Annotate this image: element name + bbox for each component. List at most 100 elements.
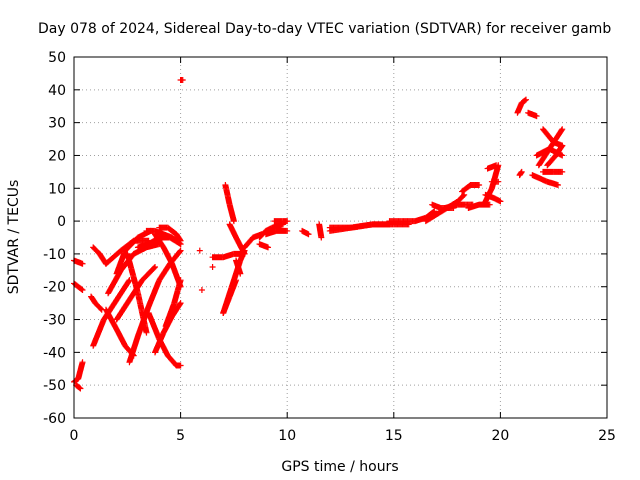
data-point: [96, 250, 109, 266]
data-point: [237, 270, 244, 277]
data-point: [540, 126, 556, 145]
x-tick-label: 20: [491, 428, 509, 444]
x-tick-label: 15: [385, 428, 403, 444]
y-tick-label: 20: [48, 148, 66, 164]
data-point: [122, 235, 141, 254]
data-point: [422, 212, 439, 225]
series-arc-45: [459, 181, 483, 195]
data-point: [552, 143, 565, 159]
data-point: [198, 287, 205, 294]
data-point: [113, 326, 128, 348]
data-point: [233, 234, 247, 256]
y-tick-label: -20: [43, 280, 66, 296]
y-tick-label: -50: [43, 378, 66, 394]
data-point: [495, 178, 502, 185]
series-arc-24: [198, 287, 205, 294]
y-tick-label: 50: [48, 50, 66, 66]
data-point: [143, 329, 150, 336]
data-point: [241, 235, 256, 251]
data-point: [348, 221, 375, 231]
chart-title: Day 078 of 2024, Sidereal Day-to-day VTE…: [38, 21, 611, 37]
data-point: [179, 76, 186, 83]
data-point: [226, 201, 237, 223]
series-arc-46: [465, 201, 493, 211]
data-point: [516, 169, 525, 179]
y-axis-label: SDTVAR / TECUs: [6, 180, 22, 295]
series-arc-58: [540, 168, 566, 175]
series-arc-48: [484, 162, 500, 172]
data-point: [79, 260, 86, 267]
data-point: [92, 300, 104, 312]
data-point: [152, 231, 166, 250]
data-point: [265, 244, 272, 251]
data-point: [77, 385, 84, 392]
data-point: [145, 278, 162, 310]
series-arc-51: [514, 96, 529, 116]
data-point: [256, 228, 269, 241]
series-arc-23: [196, 247, 203, 254]
data-point: [422, 208, 437, 221]
data-point: [559, 168, 566, 175]
y-tick-label: 40: [48, 83, 66, 99]
series-arc-52: [516, 168, 525, 179]
series-arc-04: [73, 382, 84, 392]
y-tick-label: -30: [43, 313, 66, 329]
data-point: [476, 181, 483, 188]
data-point: [134, 290, 150, 335]
data-point: [88, 293, 98, 306]
data-point: [196, 247, 203, 254]
plot-frame: [73, 56, 608, 419]
x-tick-label: 10: [278, 428, 296, 444]
series-arc-22: [177, 76, 186, 83]
series-arc-50: [482, 191, 504, 205]
data-point: [102, 306, 120, 332]
series-arc-36: [271, 218, 291, 225]
data-point: [241, 250, 248, 257]
data-point: [173, 231, 183, 243]
data-point: [529, 172, 550, 185]
data-point: [486, 201, 493, 208]
series-arc-14: [124, 250, 150, 336]
data-point: [497, 198, 504, 205]
data-point: [222, 181, 233, 207]
data-point: [126, 334, 141, 366]
data-point: [145, 309, 162, 342]
x-tick-label: 5: [176, 428, 185, 444]
x-axis-label: GPS time / hours: [281, 459, 398, 475]
data-point: [73, 382, 83, 391]
data-point: [284, 218, 291, 225]
series-arc-21: [162, 277, 184, 330]
data-point: [284, 227, 291, 234]
data-points: [71, 76, 566, 392]
data-point: [113, 297, 132, 323]
data-point: [535, 146, 552, 169]
series-arc-17: [145, 309, 184, 369]
data-point: [90, 244, 102, 257]
data-point: [139, 264, 158, 284]
axis-ticks: 0 5 10 15 20 25 -60 -50 -40 -30 -20 -10 0 10 20 30 40 50: [43, 50, 616, 444]
data-point: [316, 221, 325, 240]
data-point: [459, 182, 473, 195]
data-point: [533, 113, 540, 120]
data-point: [177, 237, 184, 244]
y-tick-label: 0: [57, 214, 66, 230]
data-point: [164, 224, 179, 237]
data-point: [559, 152, 566, 159]
data-point: [160, 244, 175, 266]
data-point: [113, 278, 132, 303]
data-point: [305, 231, 312, 238]
data-point: [220, 284, 235, 316]
series-arc-03: [71, 359, 86, 385]
data-point: [177, 300, 184, 307]
series-arc-34: [256, 241, 272, 251]
series-arc-16: [143, 227, 184, 248]
data-point: [124, 250, 141, 296]
data-point: [554, 181, 561, 188]
series-arc-38: [316, 221, 325, 241]
data-point: [318, 234, 325, 241]
data-point: [493, 162, 500, 169]
series-arc-49: [488, 178, 502, 185]
data-point: [171, 278, 184, 307]
series-arc-25: [209, 264, 216, 271]
